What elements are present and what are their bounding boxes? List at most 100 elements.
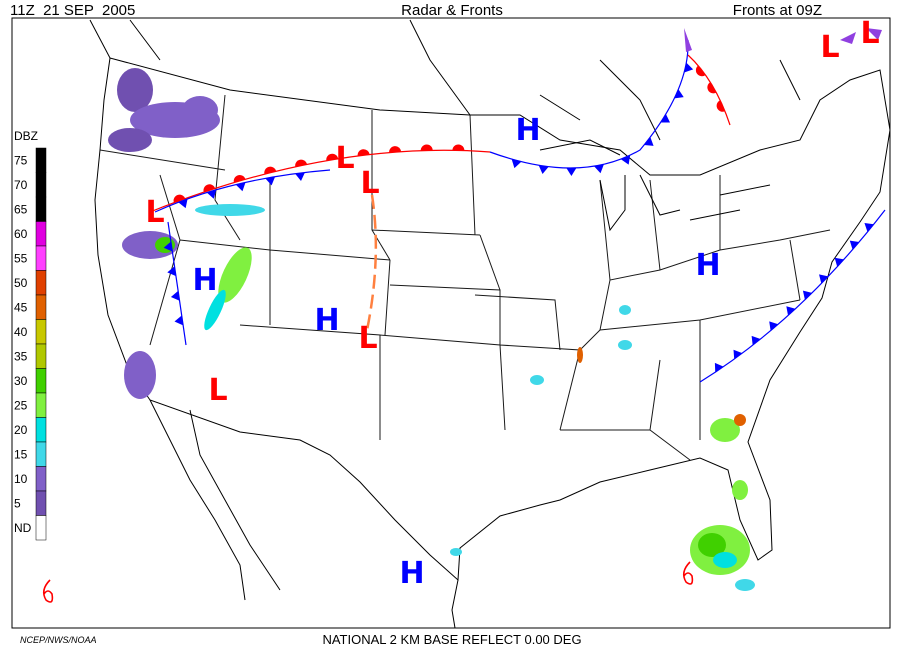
cold-front-symbol [864,223,874,232]
echo [734,414,746,426]
cold-front-symbol [620,155,631,165]
warm-front-symbol [203,184,216,193]
echo [204,289,226,331]
map-title: Radar & Fronts [401,2,503,19]
cold-front-symbol [834,257,844,267]
legend-label: 5 [14,496,21,510]
valid-time: 11Z 21 SEP 2005 [10,2,135,19]
legend-swatch [35,319,47,345]
cold-front-symbol [786,306,796,316]
pressure-center: L [145,195,164,230]
echo [195,204,265,216]
warm-front-symbol [264,166,277,175]
legend-swatch [35,270,47,296]
legend-swatch [35,490,47,516]
cold-front-symbol [174,315,184,326]
cold-front-symbol [170,290,180,301]
geography [89,19,891,629]
legend-swatch [35,294,47,320]
pressure-center: L [208,373,227,408]
pressure-center: L [820,30,839,65]
occluded-front [684,28,882,52]
warm-front [149,149,491,213]
legend-swatch [35,147,47,173]
cold-front-symbol [819,274,829,284]
legend-swatch [35,172,47,198]
great-lakes [539,139,771,232]
symbols [42,62,874,603]
legend-label: 60 [14,227,28,241]
legend-label: 65 [14,202,28,216]
echo [698,533,726,557]
pressure-center: L [358,321,377,356]
pressure-center: H [314,303,339,338]
pressure-center: H [695,248,720,283]
legend-swatch [35,368,47,394]
cold-front-symbol [849,240,860,250]
warm-front-symbol [173,194,186,203]
cold-front-symbol [163,241,173,252]
map-frame [11,17,891,629]
legend-swatch [35,417,47,443]
cold-front-symbol [566,167,577,177]
pressure-center: H [399,556,424,591]
canada-lines [89,19,801,141]
echo [713,552,737,568]
warm-front-symbol [452,144,465,151]
warm-front-symbol [295,159,308,167]
warm-front-symbol [357,149,370,156]
legend-label: 15 [14,447,28,461]
echo [124,351,156,399]
pressure-center: L [335,141,354,176]
legend-title: DBZ [14,129,38,143]
product-label: NATIONAL 2 KM BASE REFLECT 0.00 DEG [322,632,581,647]
echo [450,548,462,556]
fronts-time: Fronts at 09Z [733,2,822,19]
mexico-coast [149,399,459,629]
pressure-center: L [860,16,879,51]
legend-label: 35 [14,349,28,363]
cold-front-symbol [538,165,549,174]
legend-swatch [35,441,47,467]
cold-front-symbol [295,172,305,181]
cold-front-symbol [235,182,246,192]
legend-label: 40 [14,325,28,339]
legend-swatch [35,466,47,492]
cold-front-symbol [178,198,188,209]
legend-label: 10 [14,472,28,486]
echo [710,418,740,442]
echo [108,128,152,152]
legend-swatch [35,245,47,271]
tropical-storm-symbol [682,561,694,585]
legend-label: 50 [14,276,28,290]
legend-label: 75 [14,153,28,167]
echo [182,96,218,124]
pressure-center: H [515,113,540,148]
warm-front-symbol [716,100,726,112]
legend-label: 20 [14,423,28,437]
stationary-front [489,39,689,169]
legend-label: 70 [14,178,28,192]
legend-label: 25 [14,398,28,412]
cold-front-symbol [594,164,604,174]
trough [364,194,378,336]
legend-swatch [35,343,47,369]
pressure-center: L [360,166,379,201]
cold-front-symbol [644,137,654,146]
pressure-center: H [192,263,217,298]
warm-front-symbol [233,174,246,183]
cold-front-symbol [511,159,522,169]
legend-label: ND [14,521,32,535]
echo [618,340,632,350]
cold-front [699,209,886,383]
echo [117,68,153,112]
cold-front-symbol [265,176,276,186]
echo [218,247,252,303]
legend-swatch [35,515,47,541]
legend-label: 30 [14,374,28,388]
cold-front-symbol [167,266,176,277]
echo [577,347,583,363]
cold-front-symbol [674,89,684,99]
legend-label: 45 [14,300,28,314]
